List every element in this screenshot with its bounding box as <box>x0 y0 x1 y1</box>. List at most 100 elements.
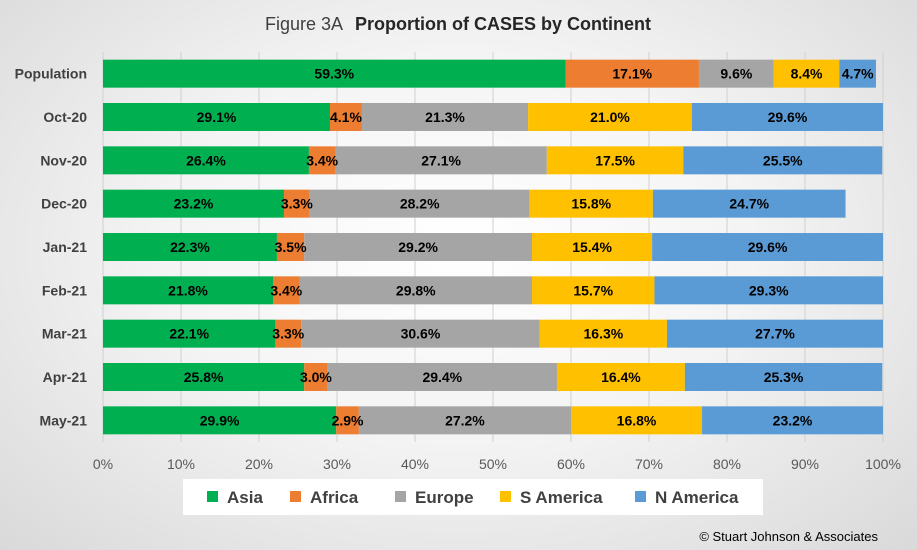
data-label-europe: 29.2% <box>398 239 438 255</box>
data-label-n-america: 25.3% <box>764 369 804 385</box>
bar-segment-europe <box>299 276 532 305</box>
data-label-asia: 26.4% <box>186 152 226 168</box>
data-label-africa: 2.9% <box>332 412 364 428</box>
x-tick-labels: 0% 10% 20% 30% 40% 50% 60% 70% 80% 90% 100% <box>93 456 901 472</box>
data-label-n-america: 29.3% <box>749 282 789 298</box>
data-label-africa: 3.4% <box>270 282 302 298</box>
category-label: May-21 <box>40 412 88 428</box>
x-tick-label: 30% <box>323 456 351 472</box>
legend-swatch-n-america <box>635 491 646 502</box>
bar-segment-n-america <box>691 103 883 131</box>
bar-segment-s-america <box>529 189 653 218</box>
x-tick-label: 70% <box>635 456 663 472</box>
data-label-n-america: 29.6% <box>748 239 788 255</box>
bar-segment-s-america <box>773 59 840 88</box>
bar-segment-n-america <box>652 233 883 261</box>
bar-segment-europe <box>327 363 557 391</box>
data-label-s-america: 17.5% <box>595 152 635 168</box>
bar-segment-asia <box>103 189 284 218</box>
bar-segment-asia <box>103 103 330 131</box>
chart-title-main: Proportion of CASES by Continent <box>355 14 651 34</box>
data-label-asia: 22.3% <box>170 239 210 255</box>
bar-segment-africa <box>275 319 302 348</box>
category-label: Oct-20 <box>43 109 87 125</box>
bar-segment-africa <box>565 59 699 88</box>
legend-label-asia: Asia <box>227 488 263 507</box>
bar-segment-s-america <box>571 406 703 435</box>
data-label-europe: 28.2% <box>400 196 440 212</box>
data-label-asia: 29.1% <box>197 109 237 125</box>
bar-segment-asia <box>103 146 309 175</box>
chart-title: Figure 3A Proportion of CASES by Contine… <box>265 14 651 34</box>
bar-segment-africa <box>336 406 359 435</box>
bar-segment-europe <box>304 233 532 261</box>
bar-segment-africa <box>273 276 300 305</box>
bar-segment-s-america <box>528 103 692 131</box>
data-label-n-america: 25.5% <box>763 152 803 168</box>
category-label: Jan-21 <box>43 239 88 255</box>
bar-segment-europe <box>361 103 529 131</box>
chart-title-prefix: Figure 3A <box>265 14 343 34</box>
bar-segment-europe <box>335 146 547 175</box>
category-label: Population <box>15 66 87 82</box>
bar-segment-asia <box>103 406 337 435</box>
bar-segment-s-america <box>532 233 653 261</box>
legend: Asia Africa Europe S America N America <box>183 479 763 515</box>
legend-label-europe: Europe <box>415 488 474 507</box>
bar-segment-n-america <box>652 189 846 218</box>
bar-segment-africa <box>304 363 328 391</box>
data-label-europe: 29.8% <box>396 282 436 298</box>
data-label-s-america: 16.4% <box>601 369 641 385</box>
data-label-asia: 23.2% <box>174 196 214 212</box>
data-label-africa: 3.5% <box>275 239 307 255</box>
data-label-europe: 30.6% <box>401 326 441 342</box>
bar-segment-africa <box>276 233 305 261</box>
data-label-africa: 3.4% <box>306 152 338 168</box>
data-labels: 59.3% 17.1% 9.6% 8.4% 4.7% 29.1% 4.1% 21.3% 21.0… <box>168 66 874 429</box>
legend-box <box>183 479 763 515</box>
bar-segment-europe <box>309 189 530 218</box>
bar-segment-africa <box>308 146 336 175</box>
x-tick-label: 40% <box>401 456 429 472</box>
bar-segment-s-america <box>532 276 655 305</box>
category-labels: Population Oct-20 Nov-20 Dec-20 Jan-21 Feb-21… <box>15 66 88 429</box>
bar-segment-asia <box>103 276 274 305</box>
x-tick-label: 0% <box>93 456 113 472</box>
data-label-africa: 4.1% <box>330 109 362 125</box>
bar-segment-asia <box>103 319 276 348</box>
bar-segment-s-america <box>546 146 684 175</box>
data-label-s-america: 15.8% <box>571 196 611 212</box>
bar-segment-n-america <box>654 276 883 305</box>
data-label-n-america: 24.7% <box>729 196 769 212</box>
x-tick-label: 50% <box>479 456 507 472</box>
data-label-s-america: 21.0% <box>590 109 630 125</box>
legend-swatch-africa <box>290 491 301 502</box>
bar-segment-s-america <box>539 319 667 348</box>
data-label-europe: 27.2% <box>445 412 485 428</box>
data-label-n-america: 29.6% <box>768 109 808 125</box>
bar-segment-n-america <box>684 363 883 391</box>
x-tick-label: 20% <box>245 456 273 472</box>
bar-segment-asia <box>103 59 566 88</box>
data-label-n-america: 23.2% <box>773 412 813 428</box>
data-label-n-america: 27.7% <box>755 326 795 342</box>
bar-segment-asia <box>103 233 277 261</box>
bar-segment-europe <box>698 59 774 88</box>
bar-segment-n-america <box>702 406 883 435</box>
data-label-europe: 29.4% <box>422 369 462 385</box>
data-label-s-america: 15.7% <box>573 282 613 298</box>
bars <box>103 59 883 435</box>
legend-swatch-europe <box>395 491 406 502</box>
bar-segment-africa <box>329 103 362 131</box>
copyright-text: © Stuart Johnson & Associates <box>699 529 878 544</box>
category-label: Nov-20 <box>40 152 87 168</box>
data-label-europe: 9.6% <box>720 66 752 82</box>
x-tick-label: 60% <box>557 456 585 472</box>
bar-segment-europe <box>358 406 571 435</box>
x-tick-label: 80% <box>713 456 741 472</box>
bar-segment-n-america <box>666 319 883 348</box>
data-label-europe: 27.1% <box>421 152 461 168</box>
legend-label-n-america: N America <box>655 488 739 507</box>
data-label-s-america: 16.8% <box>617 412 657 428</box>
data-label-asia: 25.8% <box>184 369 224 385</box>
